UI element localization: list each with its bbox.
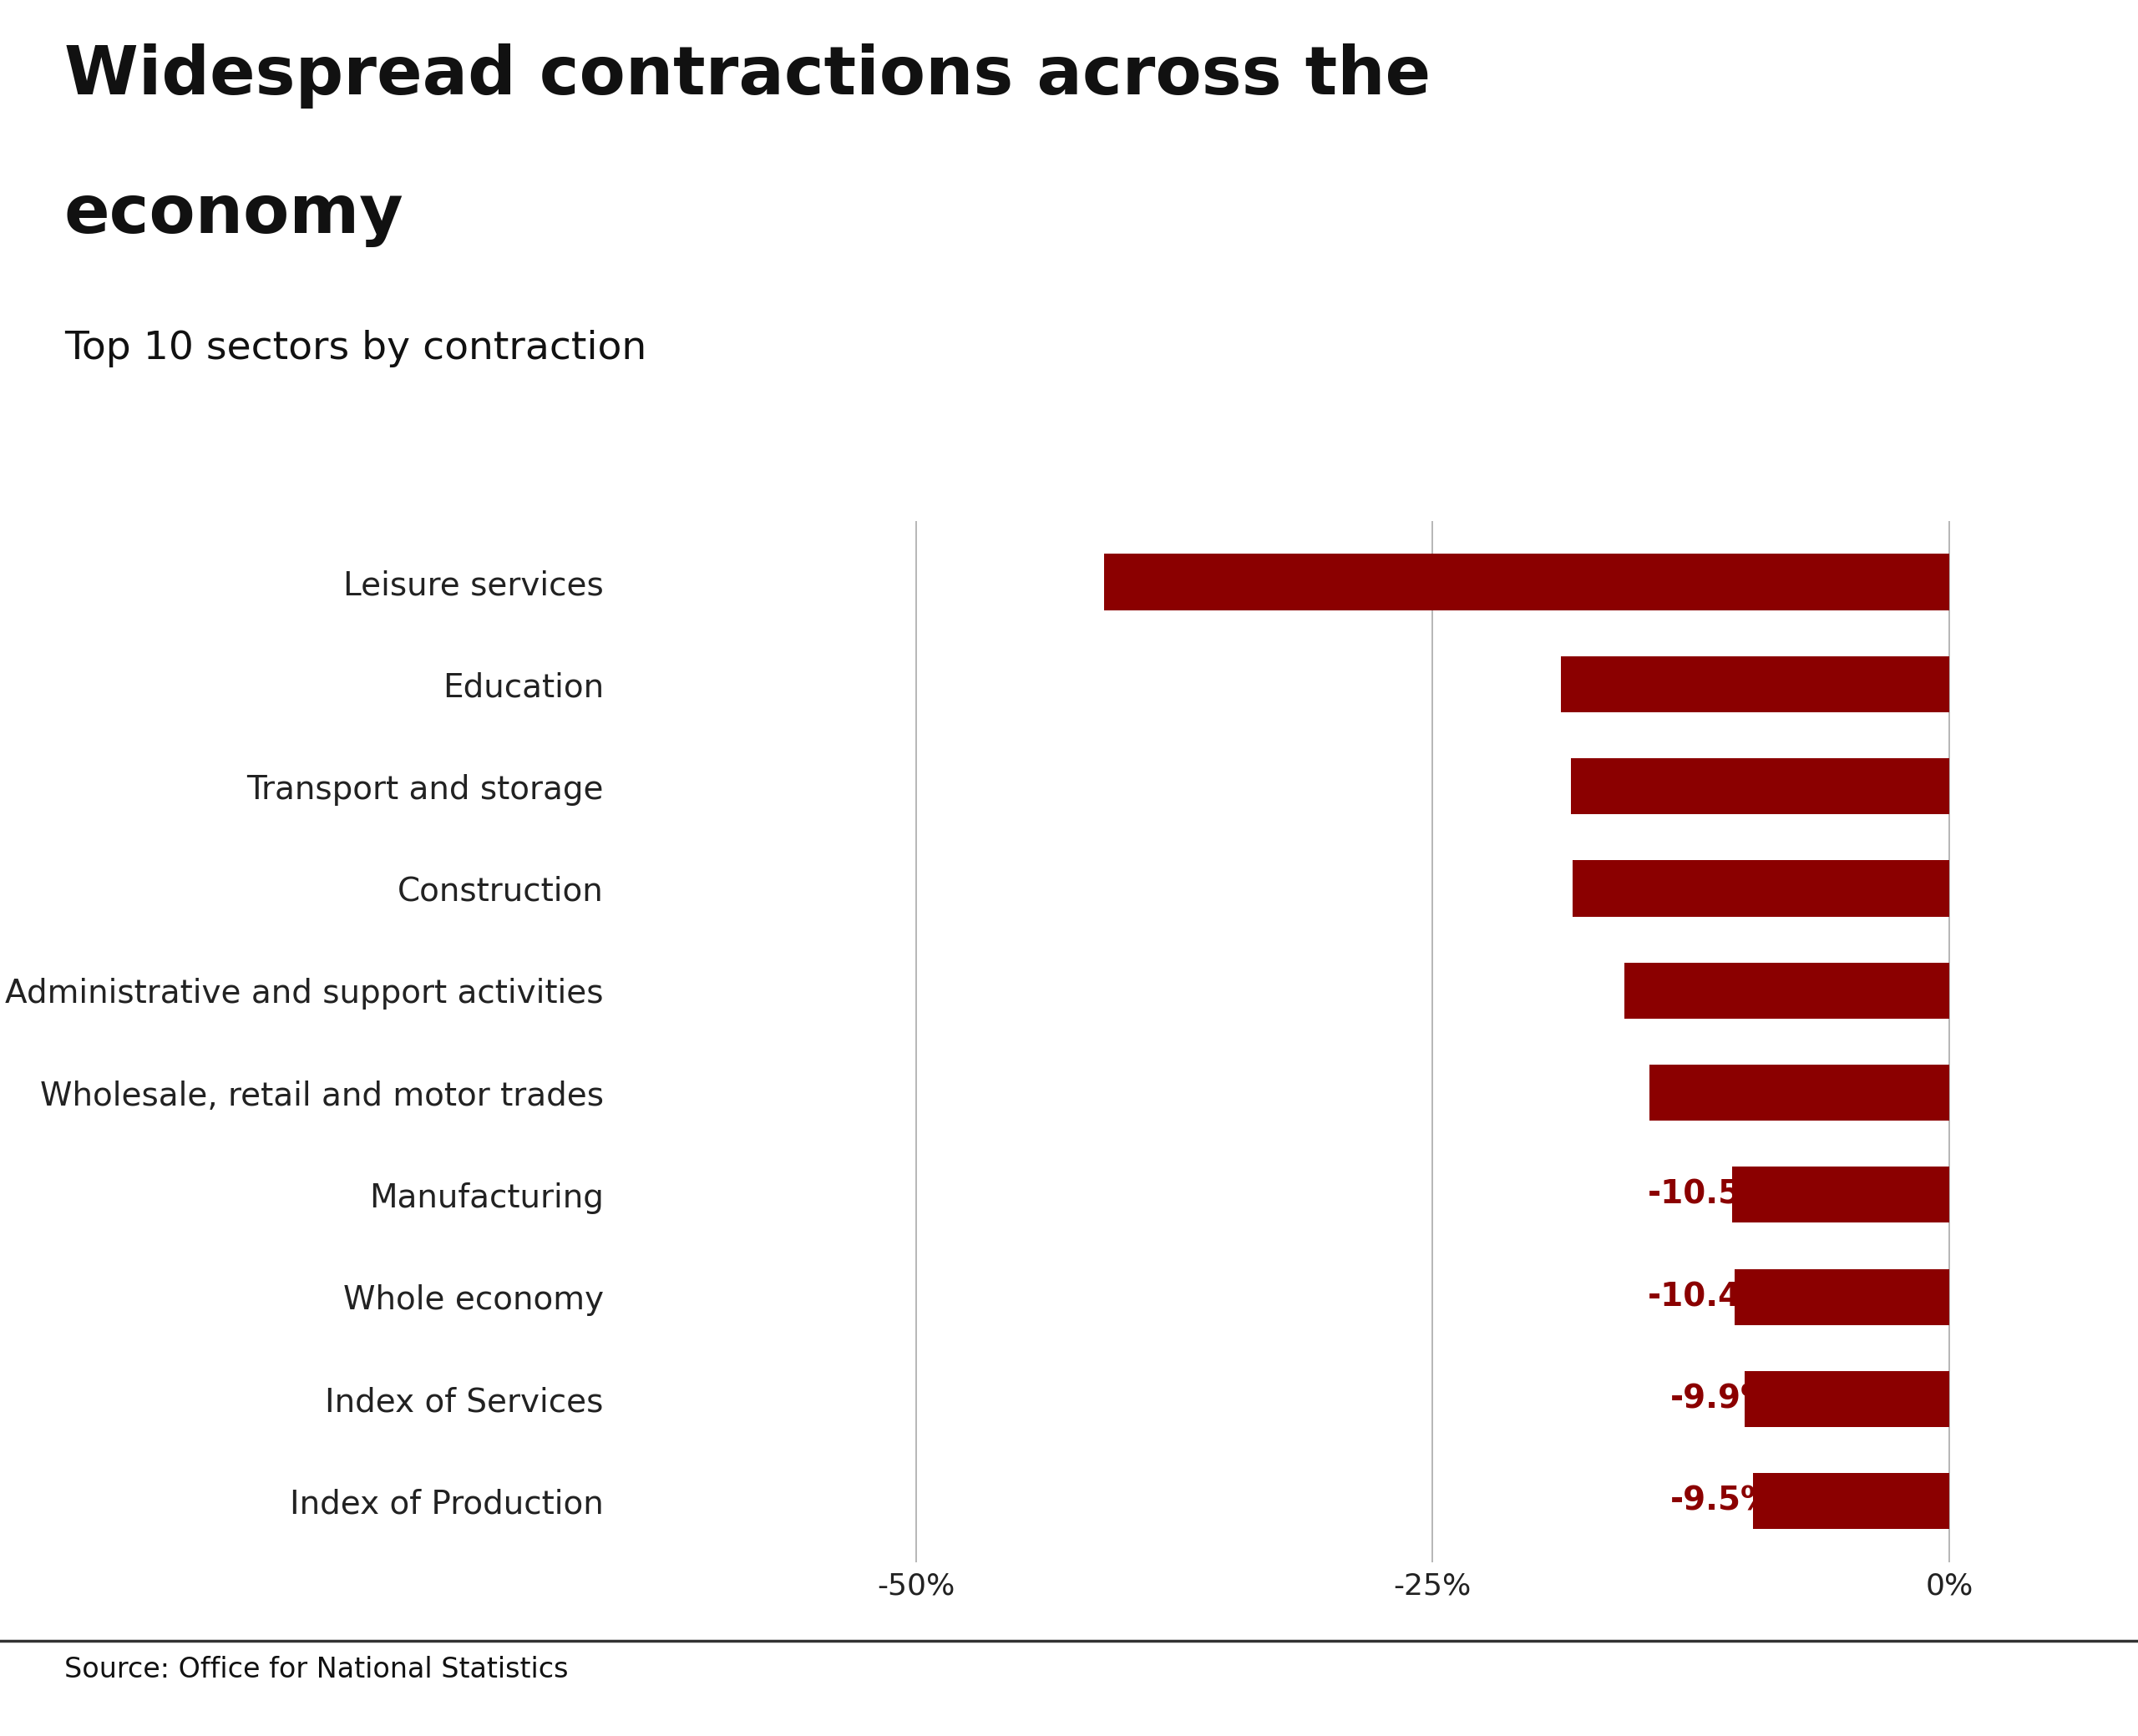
Bar bbox=[1103, 554, 1950, 609]
Text: economy: economy bbox=[64, 182, 404, 248]
Bar bbox=[1574, 861, 1950, 917]
Text: Source: Office for National Statistics: Source: Office for National Statistics bbox=[64, 1656, 569, 1684]
Bar bbox=[1651, 1064, 1950, 1121]
Text: Widespread contractions across the: Widespread contractions across the bbox=[64, 43, 1430, 109]
Text: -9.9%: -9.9% bbox=[1670, 1384, 1775, 1415]
Text: -15.7%: -15.7% bbox=[1646, 974, 1775, 1007]
Bar bbox=[1732, 1167, 1950, 1222]
Text: Top 10 sectors by contraction: Top 10 sectors by contraction bbox=[64, 330, 646, 368]
Bar bbox=[1571, 759, 1950, 814]
Bar bbox=[1753, 1474, 1950, 1529]
Bar bbox=[1625, 962, 1950, 1019]
Text: -10.5%: -10.5% bbox=[1646, 1179, 1775, 1210]
Bar bbox=[1561, 656, 1950, 712]
Text: -9.5%: -9.5% bbox=[1670, 1486, 1775, 1517]
Text: -10.4%: -10.4% bbox=[1646, 1281, 1775, 1312]
Text: -18.8%: -18.8% bbox=[1646, 668, 1775, 700]
Text: -18.2%: -18.2% bbox=[1646, 873, 1775, 904]
Text: BBC: BBC bbox=[1976, 1670, 2048, 1701]
Text: -40.9%: -40.9% bbox=[1648, 566, 1775, 597]
Bar bbox=[1734, 1269, 1950, 1325]
Bar bbox=[1745, 1371, 1950, 1427]
Text: -14.5%: -14.5% bbox=[1646, 1076, 1775, 1109]
Text: -18.3%: -18.3% bbox=[1646, 771, 1775, 802]
